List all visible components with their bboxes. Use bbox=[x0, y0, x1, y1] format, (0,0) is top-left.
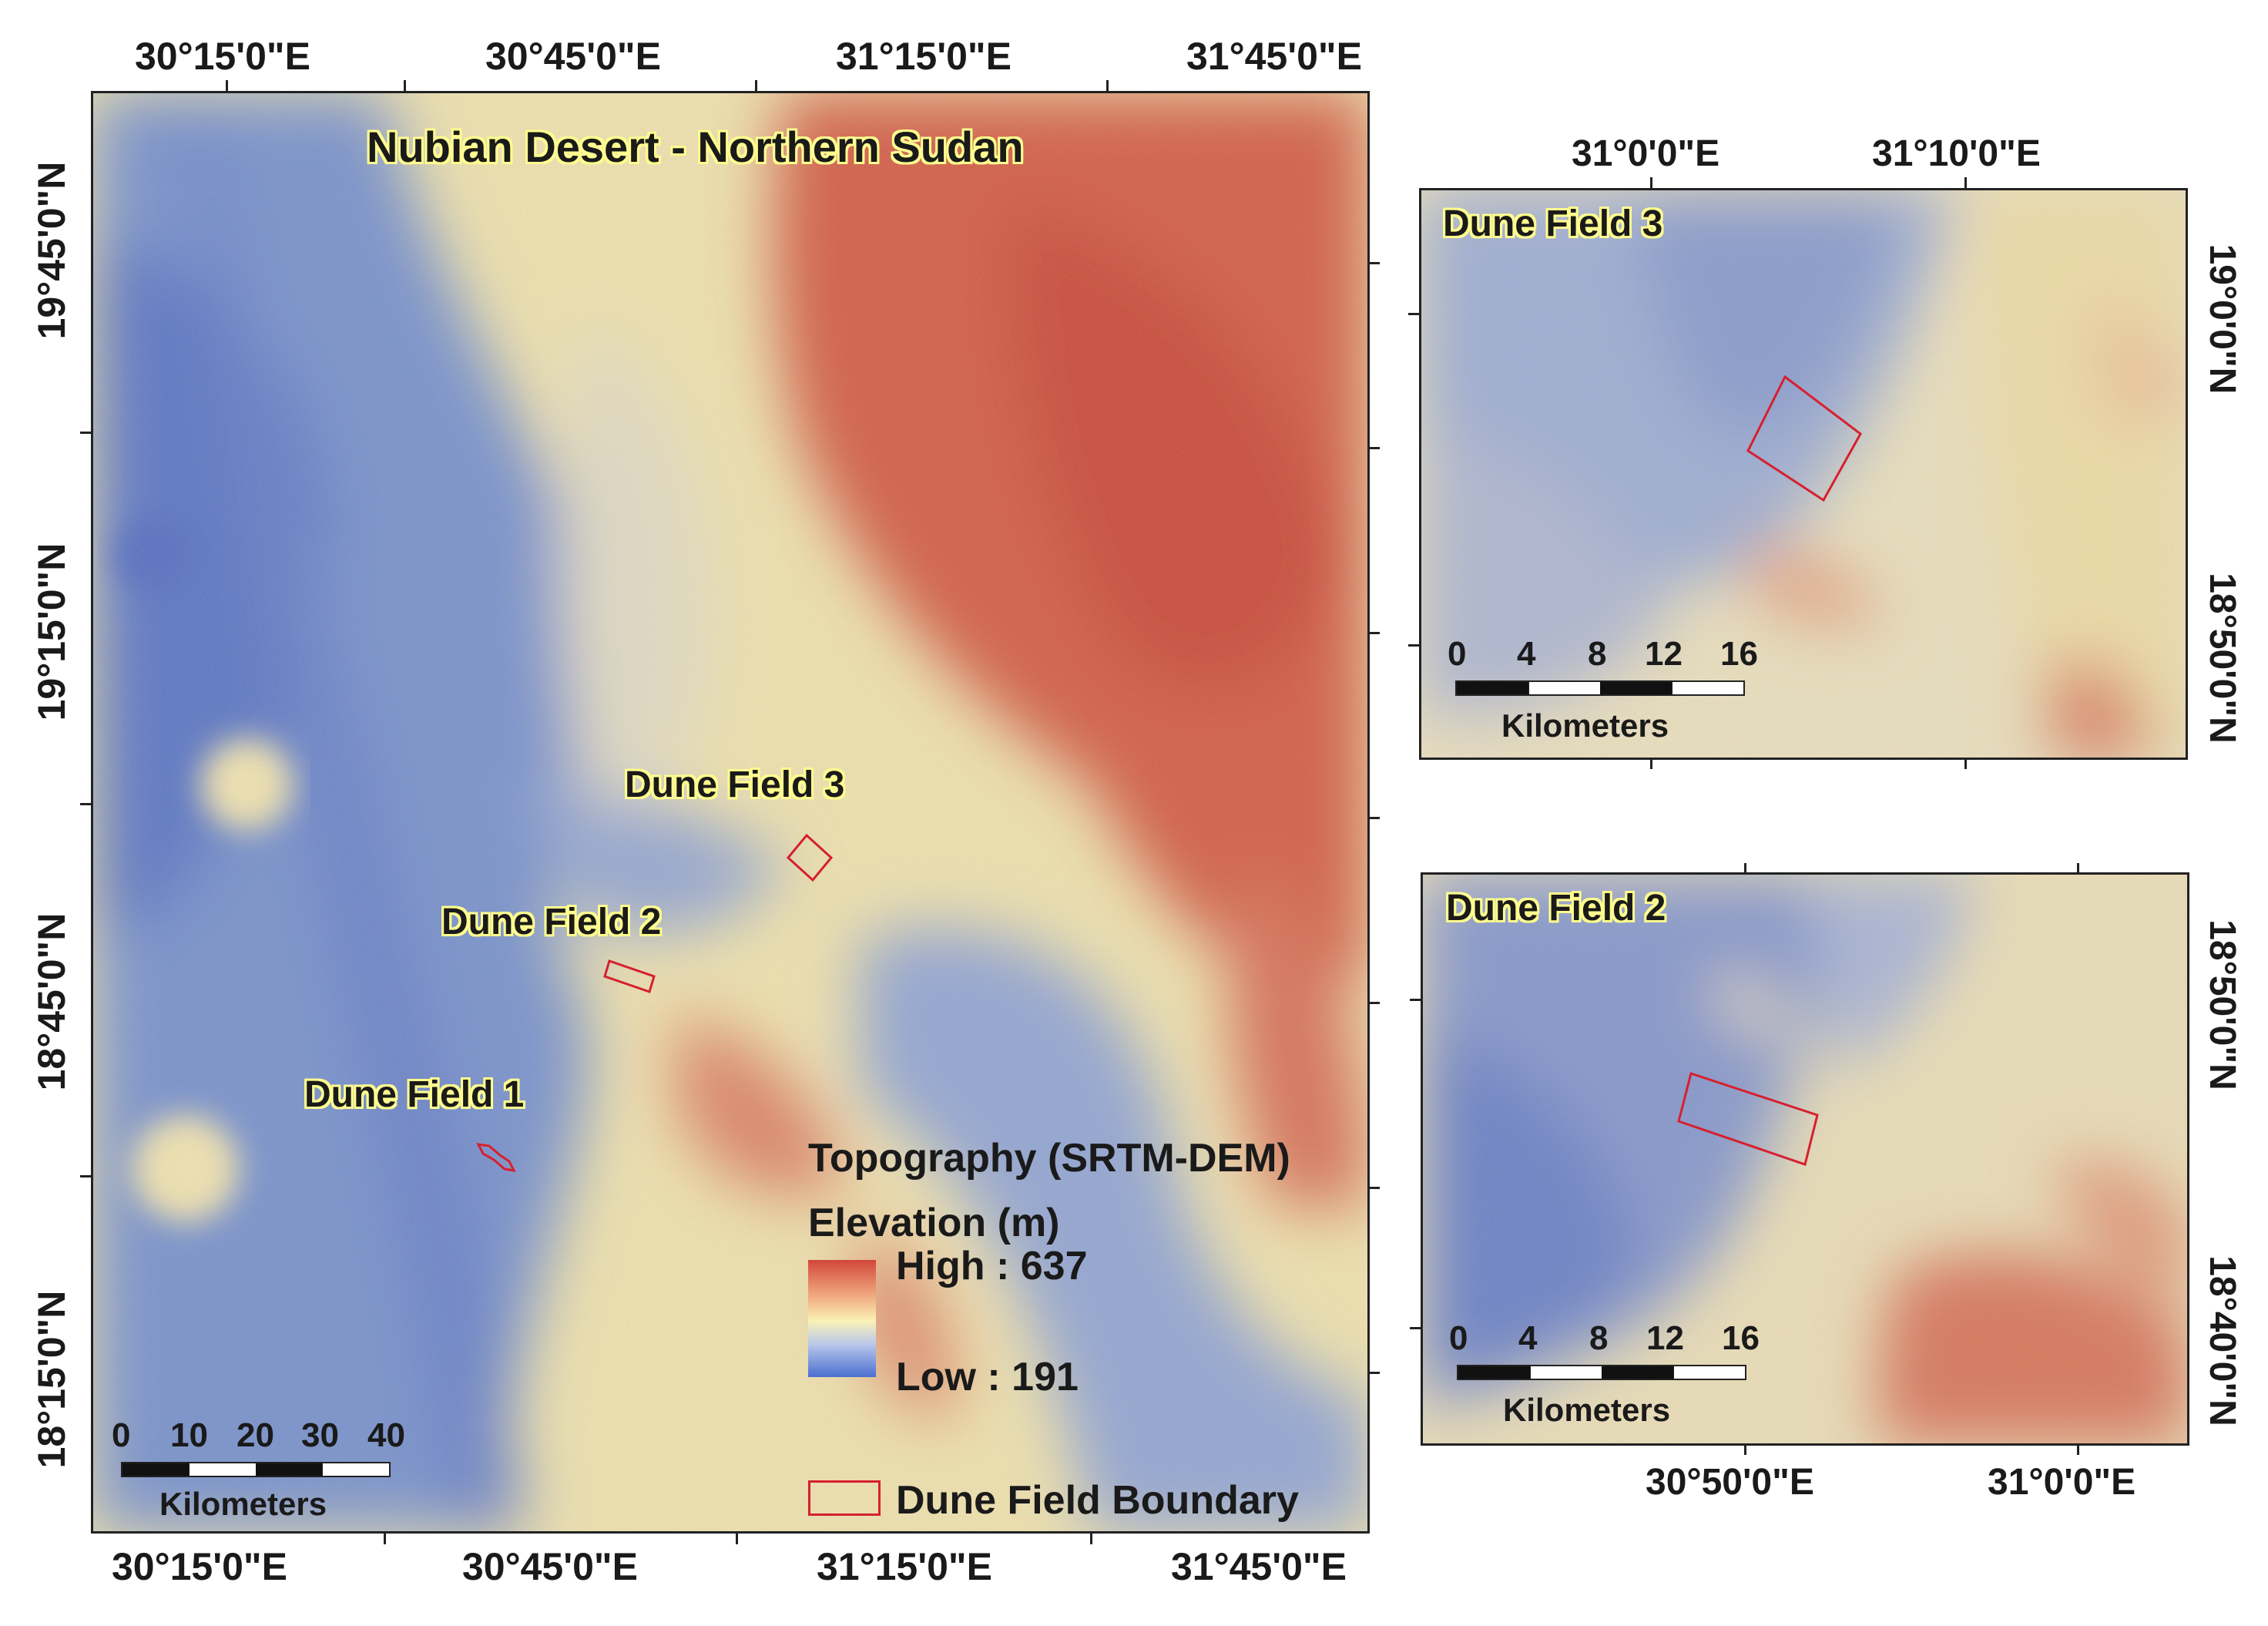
dune-field-1-boundary[interactable] bbox=[474, 1138, 520, 1175]
inset2-scale-bar-segments bbox=[1457, 1365, 1746, 1380]
inset3-scale-tick-4: 4 bbox=[1517, 635, 1536, 673]
inset2-scale-tick-16: 16 bbox=[1722, 1319, 1760, 1357]
scale-unit-label: Kilometers bbox=[159, 1486, 327, 1522]
inset2-frame[interactable]: Dune Field 2 0 4 8 12 16 Kilometers bbox=[1421, 872, 2189, 1446]
dune-field-3-label: Dune Field 3 bbox=[625, 764, 845, 805]
dune-field-1-label: Dune Field 1 bbox=[304, 1074, 525, 1115]
scale-tick-30: 30 bbox=[301, 1416, 339, 1454]
main-tick bbox=[1367, 632, 1380, 634]
inset3-tick bbox=[1408, 313, 1421, 315]
main-bottom-lon-label-3: 31°15'0"E bbox=[817, 1545, 992, 1588]
inset2-scale-tick-12: 12 bbox=[1646, 1319, 1684, 1357]
scale-bar-segments bbox=[121, 1462, 391, 1477]
main-tick bbox=[80, 1175, 92, 1178]
inset3-tick bbox=[1650, 177, 1652, 190]
scale-tick-20: 20 bbox=[237, 1416, 274, 1454]
main-top-lon-label-2: 30°45'0"E bbox=[485, 35, 661, 78]
main-tick bbox=[1367, 447, 1380, 449]
inset3-top-lon-label-1: 31°0'0"E bbox=[1572, 133, 1720, 174]
main-bottom-lon-label-2: 30°45'0"E bbox=[462, 1545, 638, 1588]
inset2-scale-tick-8: 8 bbox=[1589, 1319, 1609, 1357]
inset2-dune-boundary[interactable] bbox=[1677, 1067, 1823, 1175]
main-tick bbox=[80, 432, 92, 434]
main-tick bbox=[1367, 1372, 1380, 1374]
main-tick bbox=[404, 80, 406, 92]
main-map-frame[interactable]: Nubian Desert - Northern Sudan Dune Fiel… bbox=[91, 91, 1370, 1534]
main-lat-label-4: 18°15'0"N bbox=[30, 1290, 73, 1469]
inset3-tick bbox=[1650, 757, 1652, 769]
inset3-scale-tick-16: 16 bbox=[1720, 635, 1758, 673]
main-lat-label-3: 18°45'0"N bbox=[30, 912, 73, 1091]
inset3-title: Dune Field 3 bbox=[1443, 203, 1663, 244]
inset3-top-lon-label-2: 31°10'0"E bbox=[1872, 133, 2041, 174]
inset3-tick bbox=[1964, 757, 1967, 769]
legend-boundary-swatch bbox=[808, 1480, 881, 1516]
inset2-scale-tick-4: 4 bbox=[1518, 1319, 1538, 1357]
inset3-scale-tick-0: 0 bbox=[1448, 635, 1467, 673]
inset3-scale-unit: Kilometers bbox=[1501, 707, 1669, 744]
inset2-tick bbox=[1410, 999, 1422, 1001]
inset2-elevation-raster bbox=[1423, 875, 2187, 1443]
elevation-raster bbox=[93, 93, 1367, 1531]
inset3-frame[interactable]: Dune Field 3 0 4 8 12 16 Kilometers bbox=[1419, 188, 2188, 760]
dune-field-2-boundary[interactable] bbox=[603, 956, 659, 996]
main-bottom-lon-label-1: 30°15'0"E bbox=[112, 1545, 287, 1588]
main-top-lon-label-3: 31°15'0"E bbox=[836, 35, 1012, 78]
main-top-lon-label-1: 30°15'0"E bbox=[135, 35, 310, 78]
dune-field-3-boundary[interactable] bbox=[783, 831, 837, 885]
main-lat-label-2: 19°15'0"N bbox=[30, 543, 73, 721]
main-bottom-lon-label-4: 31°45'0"E bbox=[1171, 1545, 1347, 1588]
main-tick bbox=[226, 80, 228, 92]
main-tick bbox=[1367, 262, 1380, 264]
scale-tick-40: 40 bbox=[367, 1416, 405, 1454]
main-tick bbox=[755, 80, 757, 92]
inset2-tick bbox=[1744, 1443, 1746, 1455]
elevation-color-ramp bbox=[808, 1260, 876, 1377]
inset2-scale-tick-0: 0 bbox=[1449, 1319, 1468, 1357]
scale-tick-0: 0 bbox=[112, 1416, 131, 1454]
main-tick bbox=[384, 1532, 386, 1544]
main-tick bbox=[1090, 1532, 1092, 1544]
inset2-tick bbox=[1744, 863, 1746, 875]
inset2-bottom-lon-label-2: 31°0'0"E bbox=[1988, 1462, 2136, 1503]
main-lat-label-1: 19°45'0"N bbox=[30, 161, 73, 340]
inset3-scale-bar-segments bbox=[1455, 680, 1745, 696]
inset3-scale-tick-8: 8 bbox=[1588, 635, 1607, 673]
legend-boundary-label: Dune Field Boundary bbox=[896, 1478, 1299, 1523]
legend-subheading: Elevation (m) bbox=[808, 1201, 1060, 1245]
inset2-right-lat-label-1: 18°50'0"N bbox=[2202, 919, 2243, 1090]
inset2-tick bbox=[2077, 863, 2079, 875]
inset2-tick bbox=[1410, 1327, 1422, 1329]
inset3-tick bbox=[1408, 644, 1421, 647]
legend-heading: Topography (SRTM-DEM) bbox=[808, 1136, 1290, 1181]
main-top-lon-label-4: 31°45'0"E bbox=[1186, 35, 1362, 78]
main-tick bbox=[1367, 1187, 1380, 1189]
inset3-right-lat-label-1: 19°0'0"N bbox=[2202, 244, 2243, 395]
main-tick bbox=[736, 1532, 738, 1544]
dune-field-2-label: Dune Field 2 bbox=[441, 902, 662, 942]
main-tick bbox=[1367, 817, 1380, 819]
main-tick bbox=[1106, 80, 1109, 92]
main-tick bbox=[1367, 1002, 1380, 1004]
inset3-elevation-raster bbox=[1421, 190, 2186, 758]
inset2-bottom-lon-label-1: 30°50'0"E bbox=[1646, 1462, 1814, 1503]
inset3-scale-tick-12: 12 bbox=[1645, 635, 1683, 673]
scale-tick-10: 10 bbox=[170, 1416, 208, 1454]
inset2-tick bbox=[2077, 1443, 2079, 1455]
inset3-tick bbox=[1964, 177, 1967, 190]
legend-high-label: High : 637 bbox=[896, 1244, 1088, 1288]
inset2-right-lat-label-2: 18°40'0"N bbox=[2202, 1255, 2243, 1426]
inset3-dune-boundary[interactable] bbox=[1743, 372, 1867, 511]
main-tick bbox=[80, 803, 92, 805]
legend-low-label: Low : 191 bbox=[896, 1355, 1079, 1399]
inset3-right-lat-label-2: 18°50'0"N bbox=[2202, 573, 2243, 744]
inset2-scale-unit: Kilometers bbox=[1503, 1392, 1671, 1428]
inset2-title: Dune Field 2 bbox=[1446, 888, 1666, 929]
main-map-title: Nubian Desert - Northern Sudan bbox=[367, 123, 1024, 171]
